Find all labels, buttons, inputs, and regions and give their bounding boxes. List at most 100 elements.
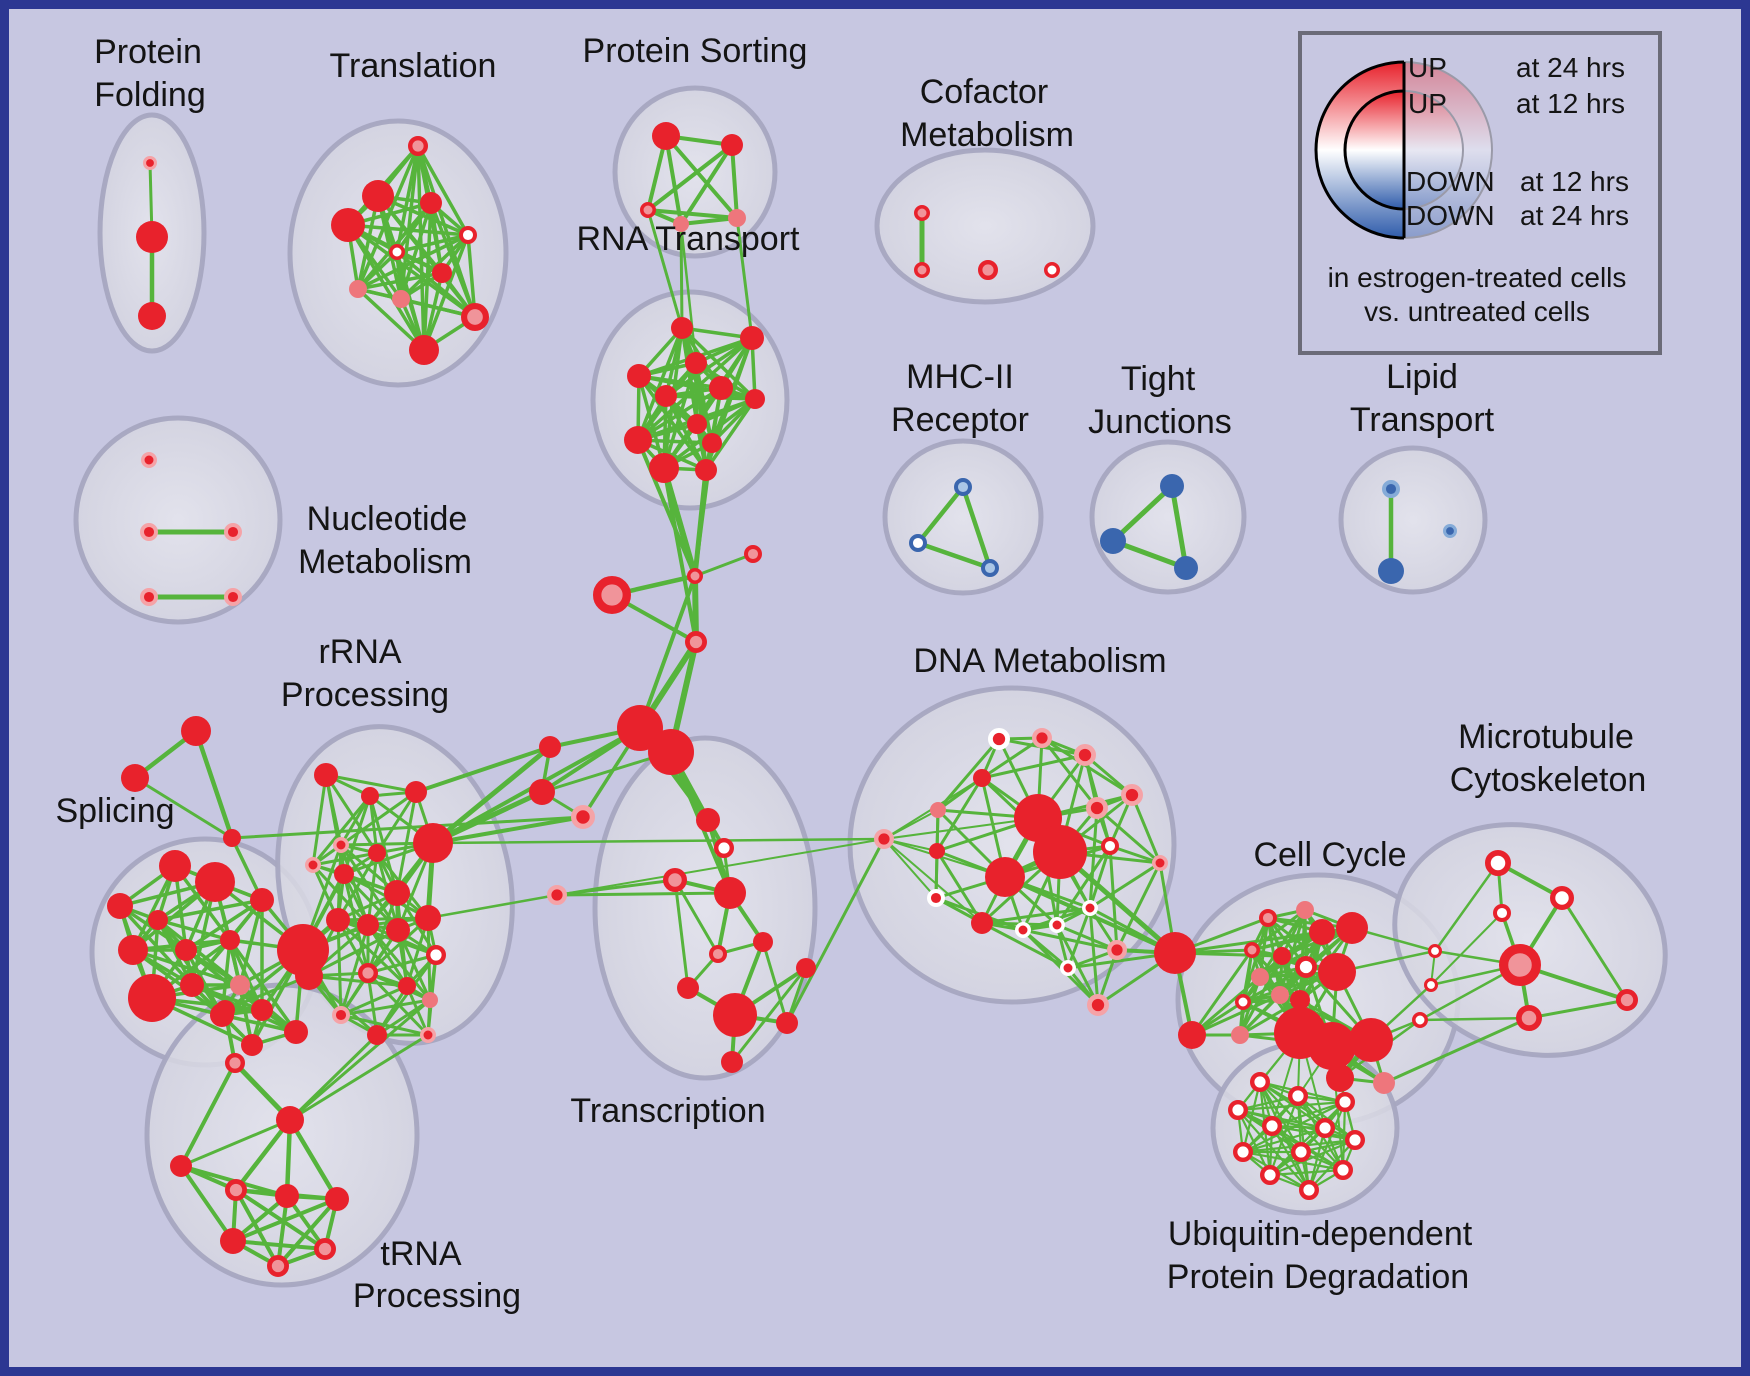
- gene-node-rrna-processing-11: [386, 918, 410, 942]
- gene-node-dna-metabolism-10: [929, 843, 945, 859]
- edge-central-hub: [692, 573, 699, 645]
- edge-trna-processing: [287, 1117, 340, 1202]
- gene-node-translation-4: [459, 225, 478, 244]
- edge-trna-processing: [233, 1117, 293, 1193]
- gene-node-trna-processing-3: [170, 1155, 192, 1177]
- gene-node-protein-sorting-0: [652, 122, 680, 150]
- gene-node-transcription-4: [708, 944, 727, 963]
- gene-node-transcription-9: [721, 1051, 743, 1073]
- link-central-hub-rrna-processing: [414, 745, 552, 794]
- gene-node-rrna-processing-12: [415, 905, 441, 931]
- gene-node-trna-processing-7: [220, 1228, 246, 1254]
- gene-node-rna-transport-4: [709, 376, 733, 400]
- edge-ubiquitin-degradation: [1268, 1100, 1347, 1177]
- gene-node-dna-metabolism-11: [985, 857, 1025, 897]
- gene-node-dna-metabolism-14: [1082, 900, 1099, 917]
- cluster-label-translation-0: Translation: [330, 47, 497, 85]
- gene-node-translation-10: [409, 335, 439, 365]
- gene-node-splicing-6: [175, 939, 197, 961]
- gene-node-dna-metabolism-4: [973, 769, 991, 787]
- gene-node-nucleotide-metabolism-3: [139, 587, 158, 606]
- gene-node-lipid-transport-0: [1381, 480, 1400, 499]
- gene-node-trna-processing-8: [314, 1238, 337, 1261]
- edge-dna-metabolism: [1055, 923, 1100, 1007]
- gene-node-ubiquitin-degradation-0: [1249, 1071, 1270, 1092]
- edge-ubiquitin-degradation: [1268, 1138, 1357, 1177]
- gene-node-translation-9: [460, 302, 489, 331]
- edge-rrna-processing: [311, 773, 328, 867]
- gene-node-protein-folding-0: [142, 155, 157, 170]
- gene-node-central-hub-1: [743, 544, 762, 563]
- gene-node-central-hub-6: [539, 736, 561, 758]
- edge-mhc-ii-receptor: [915, 484, 966, 546]
- gene-node-central-hub-3: [684, 630, 707, 653]
- gene-node-splicing-5: [118, 935, 148, 965]
- gene-node-splicing-9: [128, 974, 176, 1022]
- gene-node-translation-5: [389, 243, 406, 260]
- edge-rna-transport: [664, 394, 708, 472]
- edge-dna-metabolism: [980, 753, 1087, 780]
- legend-row-time-2: at 12 hrs: [1520, 166, 1629, 197]
- gene-node-translation-0: [408, 135, 429, 156]
- gene-node-dna-metabolism-3: [1074, 743, 1097, 766]
- gene-node-translation-2: [420, 192, 442, 214]
- cluster-label-tight-junctions-0: Tight: [1121, 360, 1196, 398]
- gene-node-translation-8: [392, 290, 410, 308]
- edge-rrna-processing: [339, 923, 370, 1017]
- edge-rrna-processing: [307, 928, 400, 978]
- cluster-label-trna-processing-0: tRNA: [380, 1235, 462, 1273]
- edge-dna-metabolism: [936, 776, 984, 812]
- legend-caption-0: in estrogen-treated cells: [1328, 262, 1627, 293]
- gene-node-protein-sorting-3: [673, 216, 689, 232]
- gene-node-microtubule-cytoskeleton-8: [1412, 1012, 1429, 1029]
- gene-node-dna-metabolism-0: [874, 829, 895, 850]
- edge-splicing: [156, 918, 232, 942]
- gene-node-cell-cycle-3: [1336, 912, 1368, 944]
- gene-node-cell-cycle-5: [1273, 947, 1291, 965]
- gene-node-cofactor-metabolism-3: [1044, 262, 1061, 279]
- gene-node-nucleotide-metabolism-0: [140, 452, 157, 469]
- cluster-ellipse-tight-junctions: [1089, 439, 1247, 595]
- edge-ubiquitin-degradation: [1307, 1138, 1357, 1192]
- gene-node-splicing-8: [277, 924, 329, 976]
- edge-cell-cycle: [1238, 998, 1302, 1037]
- link-cell-cycle-microtubule-cytoskeleton: [1382, 1016, 1531, 1085]
- edge-dna-metabolism: [883, 809, 939, 840]
- gene-node-dna-metabolism-6: [1086, 796, 1109, 819]
- gene-node-ubiquitin-degradation-3: [1261, 1115, 1282, 1136]
- edge-dna-metabolism: [1108, 844, 1119, 952]
- edge-rrna-processing: [366, 971, 379, 1037]
- cluster-ellipse-transcription: [592, 735, 818, 1081]
- gene-node-dna-metabolism-17: [1152, 855, 1169, 872]
- gene-node-cell-cycle-13: [1231, 1026, 1249, 1044]
- cluster-label-cofactor-metabolism-1: Metabolism: [900, 116, 1074, 154]
- edge-rrna-processing: [336, 918, 343, 1017]
- gene-node-microtubule-cytoskeleton-2: [1492, 903, 1511, 922]
- edge-trna-processing: [231, 1239, 327, 1251]
- gene-node-trna-processing-1: [224, 1052, 245, 1073]
- gene-node-dna-metabolism-18: [1106, 940, 1127, 961]
- gene-node-cell-cycle-11: [1290, 990, 1310, 1010]
- gene-node-rrna-processing-18: [332, 1005, 351, 1024]
- edge-microtubule-cytoskeleton: [1430, 912, 1503, 986]
- gene-node-rrna-processing-20: [420, 1027, 437, 1044]
- edge-protein-sorting: [664, 134, 683, 226]
- gene-node-translation-1: [362, 180, 394, 212]
- gene-node-rrna-processing-0: [314, 763, 338, 787]
- edge-cell-cycle: [1190, 948, 1254, 1037]
- gene-node-cell-cycle-1: [1296, 901, 1314, 919]
- edge-translation: [416, 144, 470, 237]
- edge-rrna-processing: [311, 851, 379, 867]
- gene-node-rrna-processing-1: [361, 787, 379, 805]
- gene-node-translation-6: [432, 263, 452, 283]
- gene-node-ubiquitin-degradation-7: [1232, 1141, 1253, 1162]
- legend-box: [1298, 31, 1662, 355]
- edge-rna-transport: [636, 326, 684, 442]
- gene-node-tight-junctions-2: [1174, 556, 1198, 580]
- legend-dial-right-inner: [1404, 90, 1464, 210]
- link-rrna-processing-dna-metabolism: [431, 837, 886, 845]
- gene-node-cell-cycle-15: [1308, 1022, 1356, 1070]
- edge-splicing-triangle: [193, 728, 235, 841]
- gene-node-trna-processing-0: [215, 1000, 235, 1020]
- gene-node-central-hub-8: [571, 805, 596, 830]
